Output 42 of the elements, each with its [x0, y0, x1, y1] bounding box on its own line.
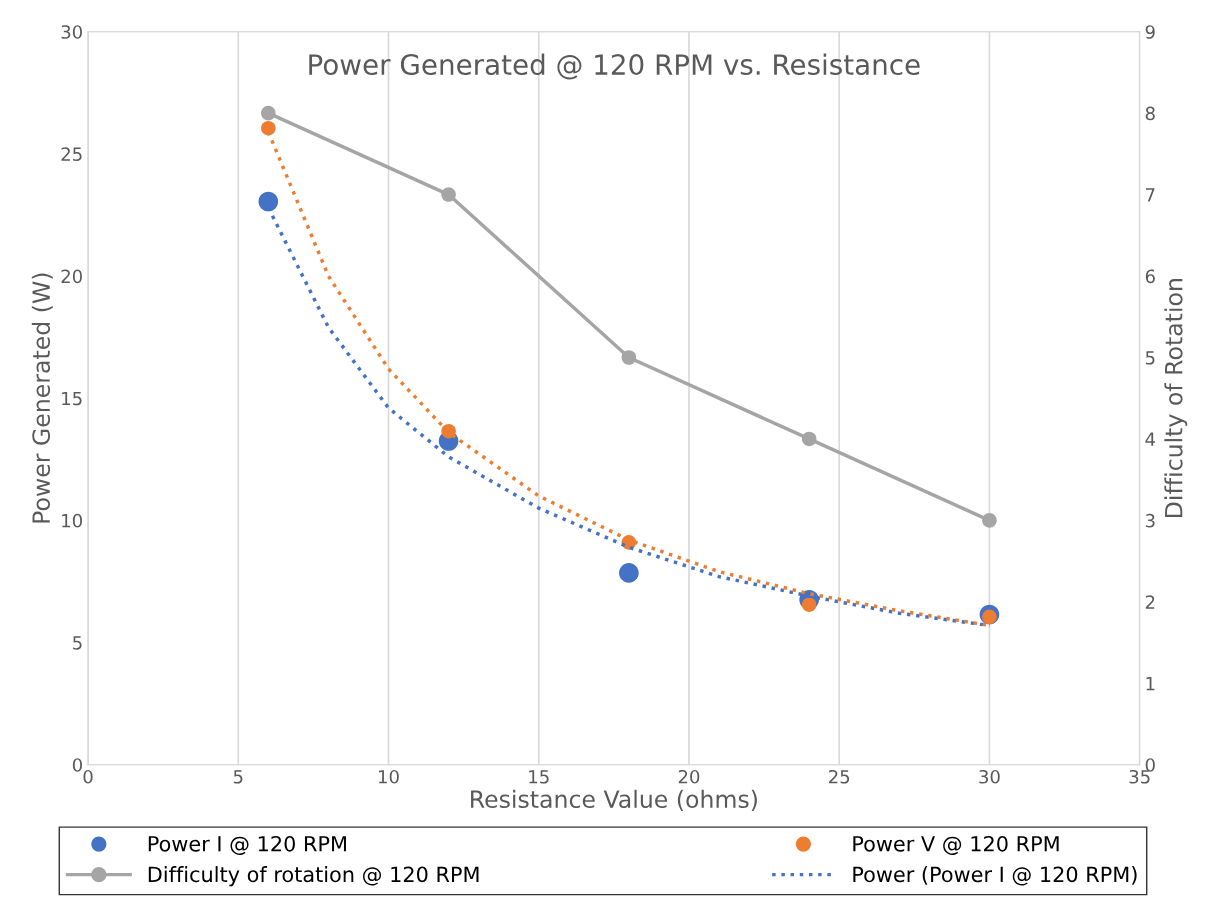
legend-label: Power I @ 120 RPM: [148, 835, 346, 855]
point: [801, 431, 817, 447]
y-tick-label: 30: [61, 25, 82, 39]
y-tick-label: 10: [62, 513, 82, 528]
point: [261, 120, 276, 136]
x-tick-label: 20: [678, 769, 700, 784]
x-tick-label: 0: [83, 769, 93, 784]
y-tick-label: 0: [72, 758, 82, 772]
y2-tick-label: 5: [1145, 351, 1155, 365]
x-tick-label: 15: [529, 770, 549, 784]
point: [801, 597, 817, 612]
legend-label: Difficulty of rotation @ 120 RPM: [148, 866, 479, 887]
y2-tick-label: 6: [1145, 269, 1155, 284]
y-tick-label: 25: [61, 147, 82, 161]
y-tick-label: 5: [73, 636, 82, 650]
legend-label: Power (Power I @ 120 RPM): [853, 866, 1137, 886]
x-tick-label: 10: [379, 769, 399, 784]
y2-tick-label: 1: [1146, 676, 1155, 691]
y-tick-label: 15: [62, 391, 82, 406]
y-tick-label: 20: [61, 269, 82, 284]
point: [982, 513, 997, 528]
point: [258, 191, 279, 212]
text: Power Generated @ 120 RPM vs. Resistance: [309, 53, 920, 80]
y2-tick-label: 7: [1146, 188, 1155, 202]
y-axis-title: Power Generated (W): [31, 273, 53, 523]
legend-label: Power V @ 120 RPM: [853, 835, 1059, 855]
y2-tick-label: 4: [1145, 432, 1156, 446]
y2-tick-label: 0: [1145, 758, 1155, 772]
y2-axis-title: Difficulty of Rotation: [1164, 279, 1188, 517]
x-tick-label: 35: [1129, 769, 1150, 784]
x-tick-label: 5: [233, 770, 243, 784]
y2-tick-label: 9: [1145, 25, 1155, 39]
point: [619, 563, 639, 583]
y2-tick-label: 3: [1145, 513, 1155, 528]
x-tick-label: 30: [979, 769, 1000, 784]
point: [621, 350, 637, 365]
point: [261, 105, 276, 121]
x-axis-title: Resistance Value (ohms): [471, 789, 757, 811]
y2-tick-label: 8: [1145, 106, 1155, 121]
x-tick-label: 25: [829, 769, 850, 784]
point: [441, 187, 456, 202]
y2-tick-label: 2: [1145, 595, 1155, 609]
